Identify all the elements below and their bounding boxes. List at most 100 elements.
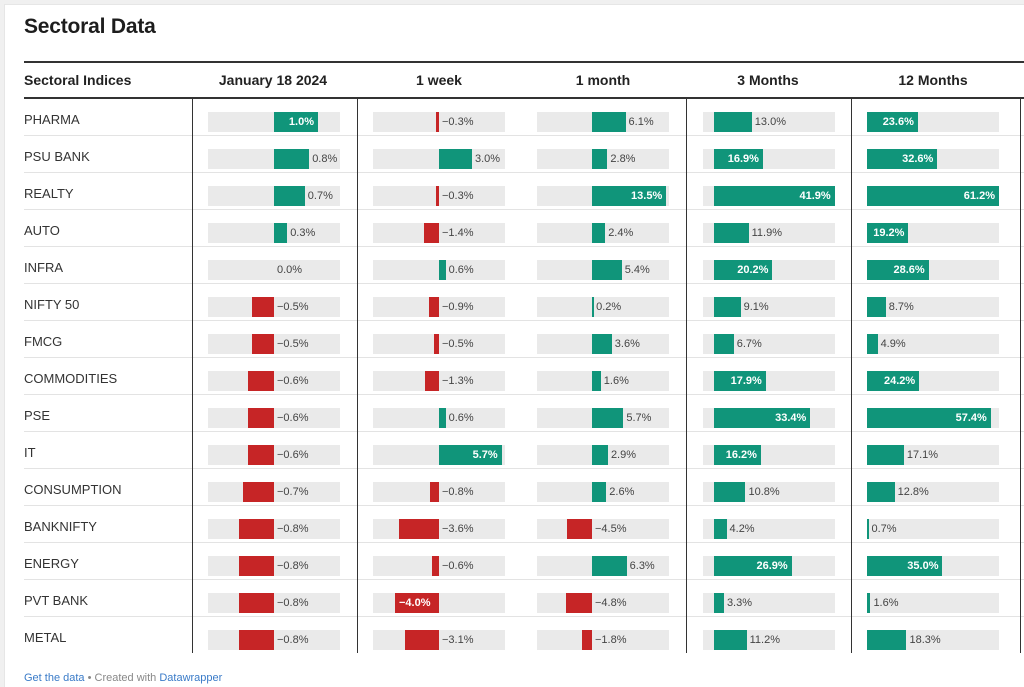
value-label: 10.8% bbox=[748, 486, 780, 498]
bar-track bbox=[537, 371, 669, 391]
positive-bar bbox=[867, 482, 895, 502]
value-label: 3.6% bbox=[614, 338, 640, 350]
value-label: −1.8% bbox=[595, 634, 627, 646]
negative-bar bbox=[582, 630, 592, 650]
positive-bar bbox=[439, 445, 502, 465]
value-label: 57.4% bbox=[955, 412, 987, 424]
value-label: −0.6% bbox=[277, 412, 309, 424]
row-divider bbox=[24, 431, 1024, 432]
column-separator bbox=[851, 98, 852, 653]
value-label: 18.3% bbox=[909, 634, 941, 646]
value-label: −4.0% bbox=[399, 597, 431, 609]
value-label: 4.2% bbox=[729, 523, 755, 535]
value-label: 17.9% bbox=[730, 375, 762, 387]
bar-track bbox=[373, 482, 505, 502]
value-label: 4.9% bbox=[880, 338, 906, 350]
chart-title: Sectoral Data bbox=[24, 15, 156, 38]
value-label: 2.6% bbox=[609, 486, 635, 498]
row-divider bbox=[24, 616, 1024, 617]
sector-label: COMMODITIES bbox=[24, 371, 118, 386]
positive-bar bbox=[867, 149, 938, 169]
positive-bar bbox=[867, 408, 991, 428]
positive-bar bbox=[714, 334, 734, 354]
positive-bar bbox=[867, 334, 878, 354]
positive-bar bbox=[592, 482, 607, 502]
negative-bar bbox=[432, 556, 439, 576]
bar-track bbox=[867, 519, 999, 539]
sector-label: CONSUMPTION bbox=[24, 482, 122, 497]
value-label: 3.0% bbox=[475, 153, 501, 165]
sector-label: NIFTY 50 bbox=[24, 297, 80, 312]
footer-separator: • Created with bbox=[84, 672, 160, 684]
row-divider bbox=[24, 505, 1024, 506]
value-label: −0.5% bbox=[277, 338, 309, 350]
negative-bar bbox=[430, 482, 439, 502]
negative-bar bbox=[238, 556, 274, 576]
bar-track bbox=[703, 519, 835, 539]
positive-bar bbox=[867, 556, 943, 576]
value-label: 2.8% bbox=[610, 153, 636, 165]
value-label: 0.0% bbox=[277, 264, 303, 276]
positive-bar bbox=[714, 482, 746, 502]
value-label: 61.2% bbox=[963, 190, 995, 202]
bar-track bbox=[208, 260, 340, 280]
positive-bar bbox=[867, 371, 920, 391]
positive-bar bbox=[714, 297, 741, 317]
positive-bar bbox=[714, 186, 835, 206]
bar-track bbox=[373, 371, 505, 391]
bar-track bbox=[208, 482, 340, 502]
chart-card: Sectoral Data Sectoral Indices January 18… bbox=[4, 4, 1024, 687]
sector-label: AUTO bbox=[24, 223, 60, 238]
value-label: −0.5% bbox=[442, 338, 474, 350]
value-label: 41.9% bbox=[799, 190, 831, 202]
value-label: 11.9% bbox=[751, 227, 782, 239]
get-data-link[interactable]: Get the data bbox=[24, 672, 85, 684]
value-label: −0.7% bbox=[277, 486, 309, 498]
bar-track bbox=[537, 630, 669, 650]
value-label: 0.6% bbox=[448, 264, 474, 276]
value-label: −0.8% bbox=[277, 523, 309, 535]
row-divider bbox=[24, 320, 1024, 321]
positive-bar bbox=[274, 149, 310, 169]
value-label: 17.1% bbox=[906, 449, 939, 461]
bar-track bbox=[867, 297, 999, 317]
value-label: 13.5% bbox=[631, 190, 663, 202]
bar-track bbox=[373, 519, 505, 539]
sector-label: FMCG bbox=[24, 334, 63, 349]
row-header-label: Sectoral Indices bbox=[24, 72, 132, 88]
bar-track bbox=[208, 371, 340, 391]
positive-bar bbox=[867, 223, 909, 243]
positive-bar bbox=[592, 260, 622, 280]
positive-bar bbox=[274, 112, 318, 132]
negative-bar bbox=[424, 371, 439, 391]
value-label: 3.3% bbox=[726, 597, 753, 609]
sector-label: IT bbox=[24, 445, 36, 460]
bar-track bbox=[208, 297, 340, 317]
negative-bar bbox=[238, 630, 274, 650]
positive-bar bbox=[592, 445, 608, 465]
positive-bar bbox=[867, 519, 869, 539]
positive-bar bbox=[867, 112, 918, 132]
negative-bar bbox=[399, 519, 439, 539]
value-label: 6.1% bbox=[628, 116, 654, 128]
bar-track bbox=[208, 519, 340, 539]
negative-bar bbox=[247, 371, 274, 391]
column-header: 1 month bbox=[575, 72, 631, 88]
positive-bar bbox=[592, 112, 626, 132]
value-label: 0.3% bbox=[290, 227, 316, 239]
row-divider bbox=[24, 209, 1024, 210]
positive-bar bbox=[867, 297, 886, 317]
bar-track bbox=[373, 297, 505, 317]
value-label: 33.4% bbox=[775, 412, 807, 424]
positive-bar bbox=[274, 186, 305, 206]
negative-bar bbox=[238, 519, 274, 539]
positive-bar bbox=[714, 556, 792, 576]
value-label: −0.5% bbox=[277, 301, 309, 313]
datawrapper-link[interactable]: Datawrapper bbox=[159, 672, 223, 684]
value-label: 16.9% bbox=[727, 153, 759, 165]
value-label: −0.6% bbox=[277, 449, 309, 461]
column-header: 1 week bbox=[416, 72, 462, 88]
value-label: 5.7% bbox=[626, 412, 652, 424]
negative-bar bbox=[247, 445, 274, 465]
value-label: −0.8% bbox=[442, 486, 474, 498]
